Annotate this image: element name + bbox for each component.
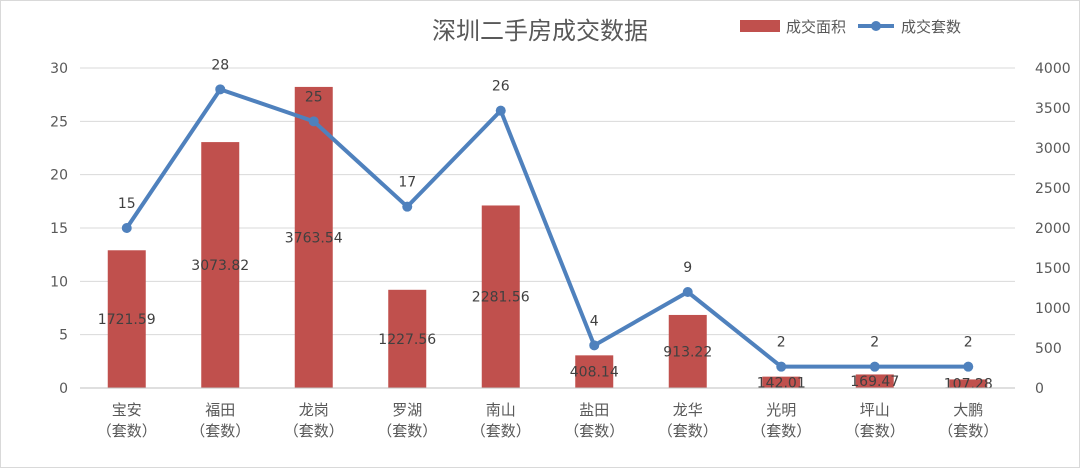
- bar-value-label: 408.14: [570, 365, 619, 381]
- x-category-sublabel: （套数）: [564, 422, 624, 440]
- line-value-label: 25: [305, 89, 323, 105]
- line-point: [402, 201, 413, 212]
- x-category-label: 坪山: [860, 401, 890, 419]
- line-value-label: 2: [964, 335, 973, 351]
- bar: [481, 205, 520, 388]
- bar-series: [107, 86, 988, 388]
- y-left-tick-label: 10: [50, 274, 68, 290]
- x-category-sublabel: （套数）: [751, 422, 811, 440]
- bar: [668, 314, 707, 388]
- axes: 0 5 10 15 20 25 30 0 500 1000 1500 2000 2500 3000 3500…: [50, 61, 1070, 440]
- x-category-label: 宝安: [112, 401, 142, 419]
- legend: 成交面积 成交套数: [740, 18, 961, 36]
- line-value-label: 17: [398, 175, 416, 191]
- bar-value-label: 3763.54: [285, 230, 343, 246]
- bar: [949, 379, 988, 388]
- y-left-tick-label: 25: [50, 114, 68, 130]
- line-series: [121, 84, 974, 372]
- x-category-label: 龙岗: [299, 401, 329, 419]
- line-value-label: 28: [211, 57, 229, 73]
- line-value-label: 2: [870, 335, 879, 351]
- y-right-tick-label: 2000: [1035, 221, 1071, 237]
- line-point: [308, 116, 319, 127]
- line-point: [963, 361, 974, 372]
- y-right-tick-label: 1500: [1035, 261, 1071, 277]
- legend-bar-label: 成交面积: [786, 18, 846, 36]
- legend-line-label: 成交套数: [901, 18, 961, 36]
- x-category-sublabel: （套数）: [377, 422, 437, 440]
- y-left-tick-label: 15: [50, 221, 68, 237]
- line-value-label: 9: [683, 260, 692, 276]
- line-point: [589, 340, 600, 351]
- line-series-path: [125, 87, 969, 369]
- x-category-sublabel: （套数）: [284, 422, 344, 440]
- bar: [388, 289, 427, 388]
- y-left-tick-label: 20: [50, 168, 68, 184]
- bar: [201, 142, 240, 388]
- y-right-tick-label: 1000: [1035, 301, 1071, 317]
- legend-line-marker: [871, 21, 881, 31]
- x-category-label: 龙华: [673, 401, 703, 419]
- x-category-sublabel: （套数）: [938, 422, 998, 440]
- x-category-sublabel: （套数）: [471, 422, 531, 440]
- x-category-label: 南山: [486, 401, 516, 419]
- legend-bar-swatch: [740, 20, 780, 32]
- bar: [575, 355, 614, 388]
- x-category-label: 盐田: [579, 401, 609, 419]
- bar-value-label: 1227.56: [378, 332, 436, 348]
- x-category-sublabel: （套数）: [845, 422, 905, 440]
- x-category-sublabel: （套数）: [658, 422, 718, 440]
- line-point: [869, 361, 880, 372]
- bar: [762, 376, 801, 388]
- x-category-label: 光明: [766, 401, 796, 419]
- line-point: [121, 223, 132, 233]
- bar: [107, 250, 146, 388]
- line-point: [682, 287, 693, 297]
- y-left-tick-label: 30: [50, 61, 68, 77]
- x-category-label: 大鹏: [953, 401, 983, 419]
- data-labels: 1721.59 3073.82 3763.54 1227.56 2281.56 408.1…: [98, 57, 993, 392]
- y-right-tick-label: 4000: [1035, 61, 1071, 77]
- line-value-label: 15: [118, 196, 136, 212]
- y-right-tick-label: 0: [1035, 381, 1044, 397]
- x-category-label: 罗湖: [392, 401, 422, 419]
- bar-value-label: 169.47: [850, 374, 899, 390]
- bar-value-label: 142.01: [757, 375, 806, 391]
- bar: [294, 86, 333, 388]
- line-value-label: 26: [492, 79, 510, 95]
- y-right-tick-label: 500: [1035, 341, 1062, 357]
- line-point: [495, 105, 506, 116]
- line-value-label: 2: [777, 335, 786, 351]
- y-left-tick-label: 5: [59, 328, 68, 344]
- x-category-sublabel: （套数）: [190, 422, 250, 440]
- bar-value-label: 107.28: [944, 377, 993, 393]
- line-point: [215, 84, 226, 95]
- line-value-label: 4: [590, 313, 599, 329]
- bar-value-label: 1721.59: [98, 312, 156, 328]
- bar-value-label: 913.22: [663, 344, 712, 360]
- line-point: [776, 361, 787, 372]
- x-category-label: 福田: [205, 401, 235, 419]
- chart-title: 深圳二手房成交数据: [432, 17, 648, 45]
- y-right-tick-label: 3000: [1035, 141, 1071, 157]
- bar: [855, 374, 894, 388]
- bar-value-label: 3073.82: [191, 258, 249, 274]
- x-category-sublabel: （套数）: [97, 422, 157, 440]
- bar-value-label: 2281.56: [472, 290, 530, 306]
- y-right-tick-label: 3500: [1035, 101, 1071, 117]
- y-right-tick-label: 2500: [1035, 181, 1071, 197]
- y-left-tick-label: 0: [59, 381, 68, 397]
